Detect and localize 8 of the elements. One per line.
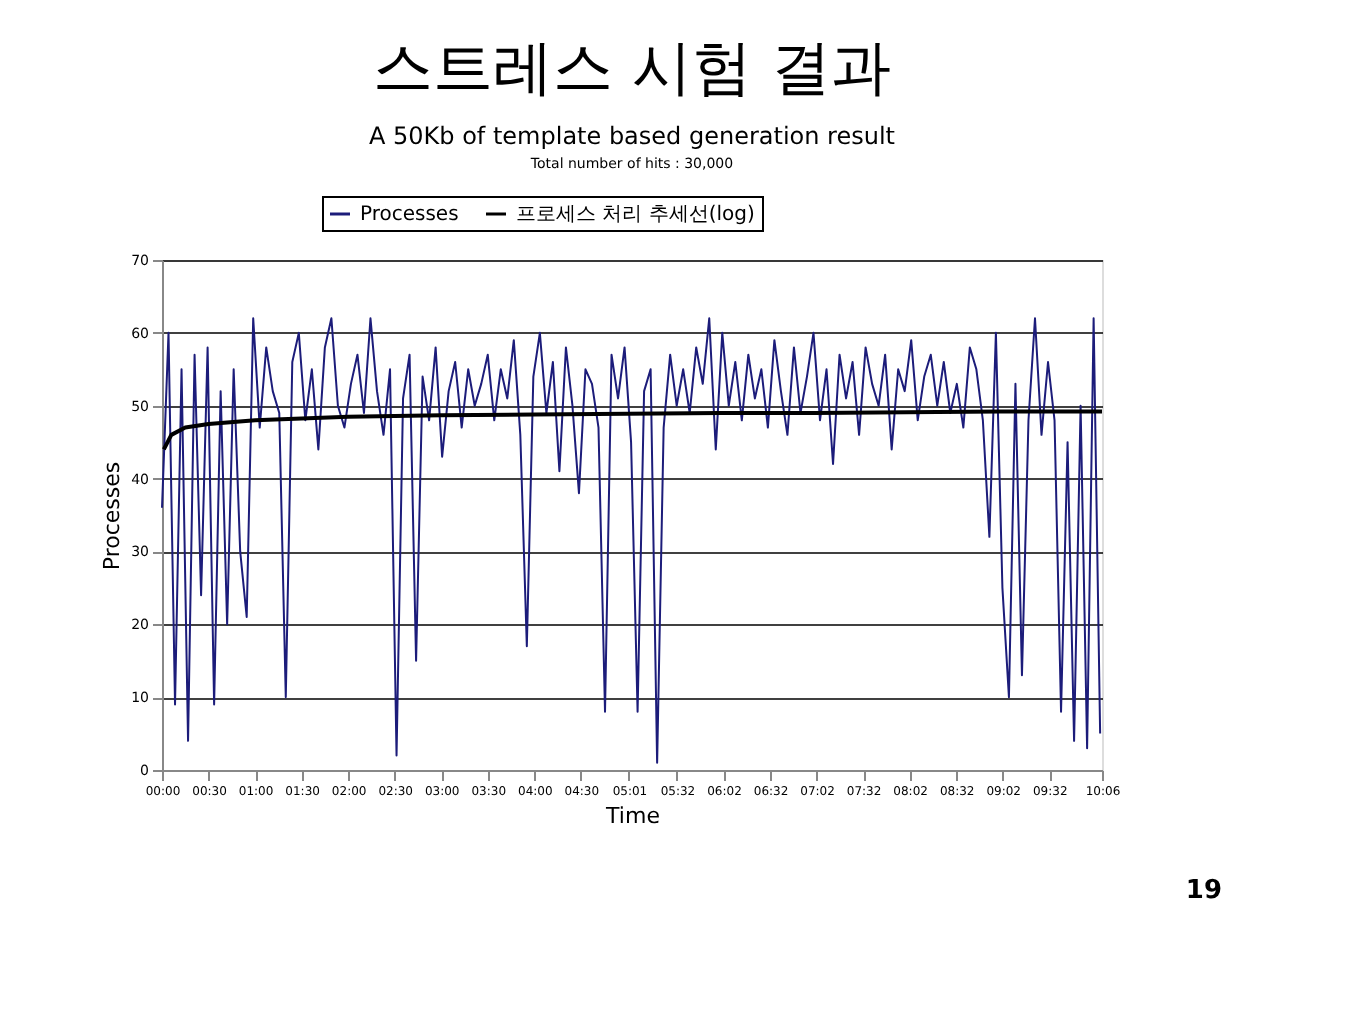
x-axis-title: Time (604, 803, 661, 829)
legend-label: 프로세스 처리 추세선(log) (516, 204, 756, 226)
text: 스트레스 시험 결과 (372, 34, 892, 104)
line-series (161, 317, 1102, 764)
text: 19 (1185, 876, 1222, 906)
chart-title: A 50Kb of template based generation result (368, 122, 896, 150)
legend-label: Processes (360, 204, 459, 226)
y-axis-title: Processes (99, 461, 126, 571)
